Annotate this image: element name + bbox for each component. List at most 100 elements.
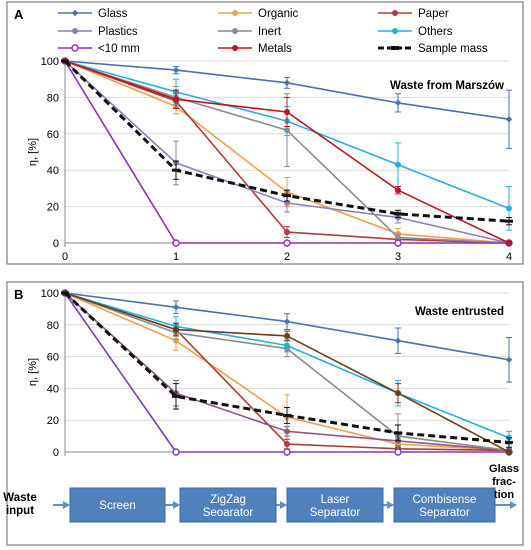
- y-tick-label: 80: [47, 92, 59, 104]
- data-point: [172, 448, 180, 456]
- process-box: [393, 487, 496, 523]
- data-point: [283, 194, 291, 198]
- process-box-label: Screen: [99, 500, 135, 512]
- text-line: Separator: [419, 507, 470, 519]
- series-a-glass: [61, 57, 513, 149]
- data-point: [283, 413, 291, 417]
- panel-label: A: [14, 7, 24, 22]
- text-line: Combisense: [413, 494, 477, 506]
- x-tick-label: 1: [173, 251, 179, 263]
- process-start-label: Waste input: [3, 492, 36, 517]
- data-point: [505, 219, 513, 223]
- data-point: [283, 79, 291, 87]
- data-point: [283, 318, 291, 325]
- legend-label: <10 mm: [98, 43, 140, 55]
- data-point: [284, 342, 290, 349]
- data-point: [394, 431, 402, 435]
- process-arrow-head: [173, 501, 180, 509]
- data-point: [395, 161, 401, 168]
- legend-entry: Sample mass: [378, 43, 488, 55]
- data-point: [173, 96, 179, 103]
- y-tick-label: 0: [53, 238, 59, 250]
- process-stage-3: Laser Separator: [286, 487, 384, 523]
- data-point: [395, 390, 401, 397]
- data-point: [284, 108, 290, 115]
- data-point: [394, 448, 402, 456]
- legend-marker: [72, 28, 78, 34]
- panel-b: B 0 20 40 60 80 100 η, [%] Waste entrusted Waste i…: [3, 281, 524, 546]
- process-box: [286, 487, 384, 523]
- text-line: Laser: [321, 494, 350, 506]
- process-arrow-head: [280, 501, 287, 509]
- process-stage-2: ZigZag Seoarator: [179, 487, 277, 523]
- process-stage-1: Screen: [69, 487, 166, 523]
- legend-marker: [391, 46, 399, 50]
- process-stage-4: Combisense Separator: [393, 487, 496, 523]
- legend-marker: [71, 44, 79, 52]
- data-point: [284, 441, 290, 448]
- process-box: [179, 487, 277, 523]
- y-tick-label: 20: [47, 415, 59, 427]
- data-point: [173, 326, 179, 333]
- panel-label: B: [14, 287, 23, 302]
- panel-title: Waste entrusted: [415, 306, 504, 318]
- data-point: [172, 239, 180, 247]
- data-point: [394, 239, 402, 247]
- y-tick-label: 20: [47, 202, 59, 214]
- legend-entry: Inert: [218, 26, 282, 38]
- y-axis-label: η, [%]: [27, 358, 39, 386]
- legend-label: Organic: [258, 8, 299, 20]
- series-b-sample-mass: [61, 291, 513, 448]
- y-tick-label: 60: [47, 129, 59, 141]
- text-line: Waste: [3, 492, 36, 504]
- legend-entry: Paper: [378, 8, 449, 20]
- data-point: [172, 168, 180, 172]
- process-end-label: Glass frac-tion: [489, 463, 519, 501]
- data-point: [394, 99, 402, 107]
- data-point: [61, 59, 69, 63]
- process-box-label: ZigZag Seoarator: [203, 494, 254, 519]
- legend-label: Others: [418, 26, 453, 38]
- x-tick-label: 2: [284, 251, 290, 263]
- process-box: [69, 487, 166, 523]
- data-point: [506, 449, 512, 455]
- text-line: tion: [494, 489, 514, 501]
- legend-entry: Glass: [58, 8, 128, 20]
- data-point: [172, 66, 180, 74]
- legend-marker: [392, 10, 398, 16]
- data-point: [284, 332, 290, 339]
- legend-label: Inert: [258, 26, 282, 38]
- legend-label: Glass: [98, 8, 128, 20]
- process-arrow-head: [387, 501, 394, 509]
- data-point: [505, 440, 513, 444]
- legend-entry: Others: [378, 26, 453, 38]
- y-tick-label: 40: [47, 383, 59, 395]
- legend-marker: [392, 28, 398, 34]
- data-point: [395, 187, 401, 194]
- series-b-glass: [61, 289, 513, 383]
- legend-marker: [232, 10, 238, 16]
- series-a-sample-mass: [61, 59, 513, 226]
- data-point: [394, 337, 402, 344]
- data-point: [506, 240, 512, 246]
- panel-frame: [6, 1, 524, 265]
- legend-label: Sample mass: [418, 43, 488, 55]
- legend-entry: Organic: [218, 8, 299, 20]
- legend-marker: [71, 9, 79, 17]
- legend-entry: Metals: [218, 43, 292, 55]
- legend-marker: [232, 45, 238, 51]
- y-tick-label: 40: [47, 165, 59, 177]
- legend-label: Paper: [418, 8, 449, 20]
- data-point: [505, 116, 513, 123]
- data-point: [395, 234, 401, 241]
- legend-label: Plastics: [98, 26, 138, 38]
- y-tick-label: 100: [41, 288, 59, 300]
- text-line: frac-: [492, 476, 516, 488]
- process-box-label: Laser Separator: [310, 494, 361, 519]
- text-line: Glass: [489, 463, 519, 475]
- data-point: [172, 394, 180, 398]
- y-tick-label: 100: [41, 56, 59, 68]
- process-arrow-head: [63, 501, 70, 509]
- text-line: Screen: [99, 500, 135, 512]
